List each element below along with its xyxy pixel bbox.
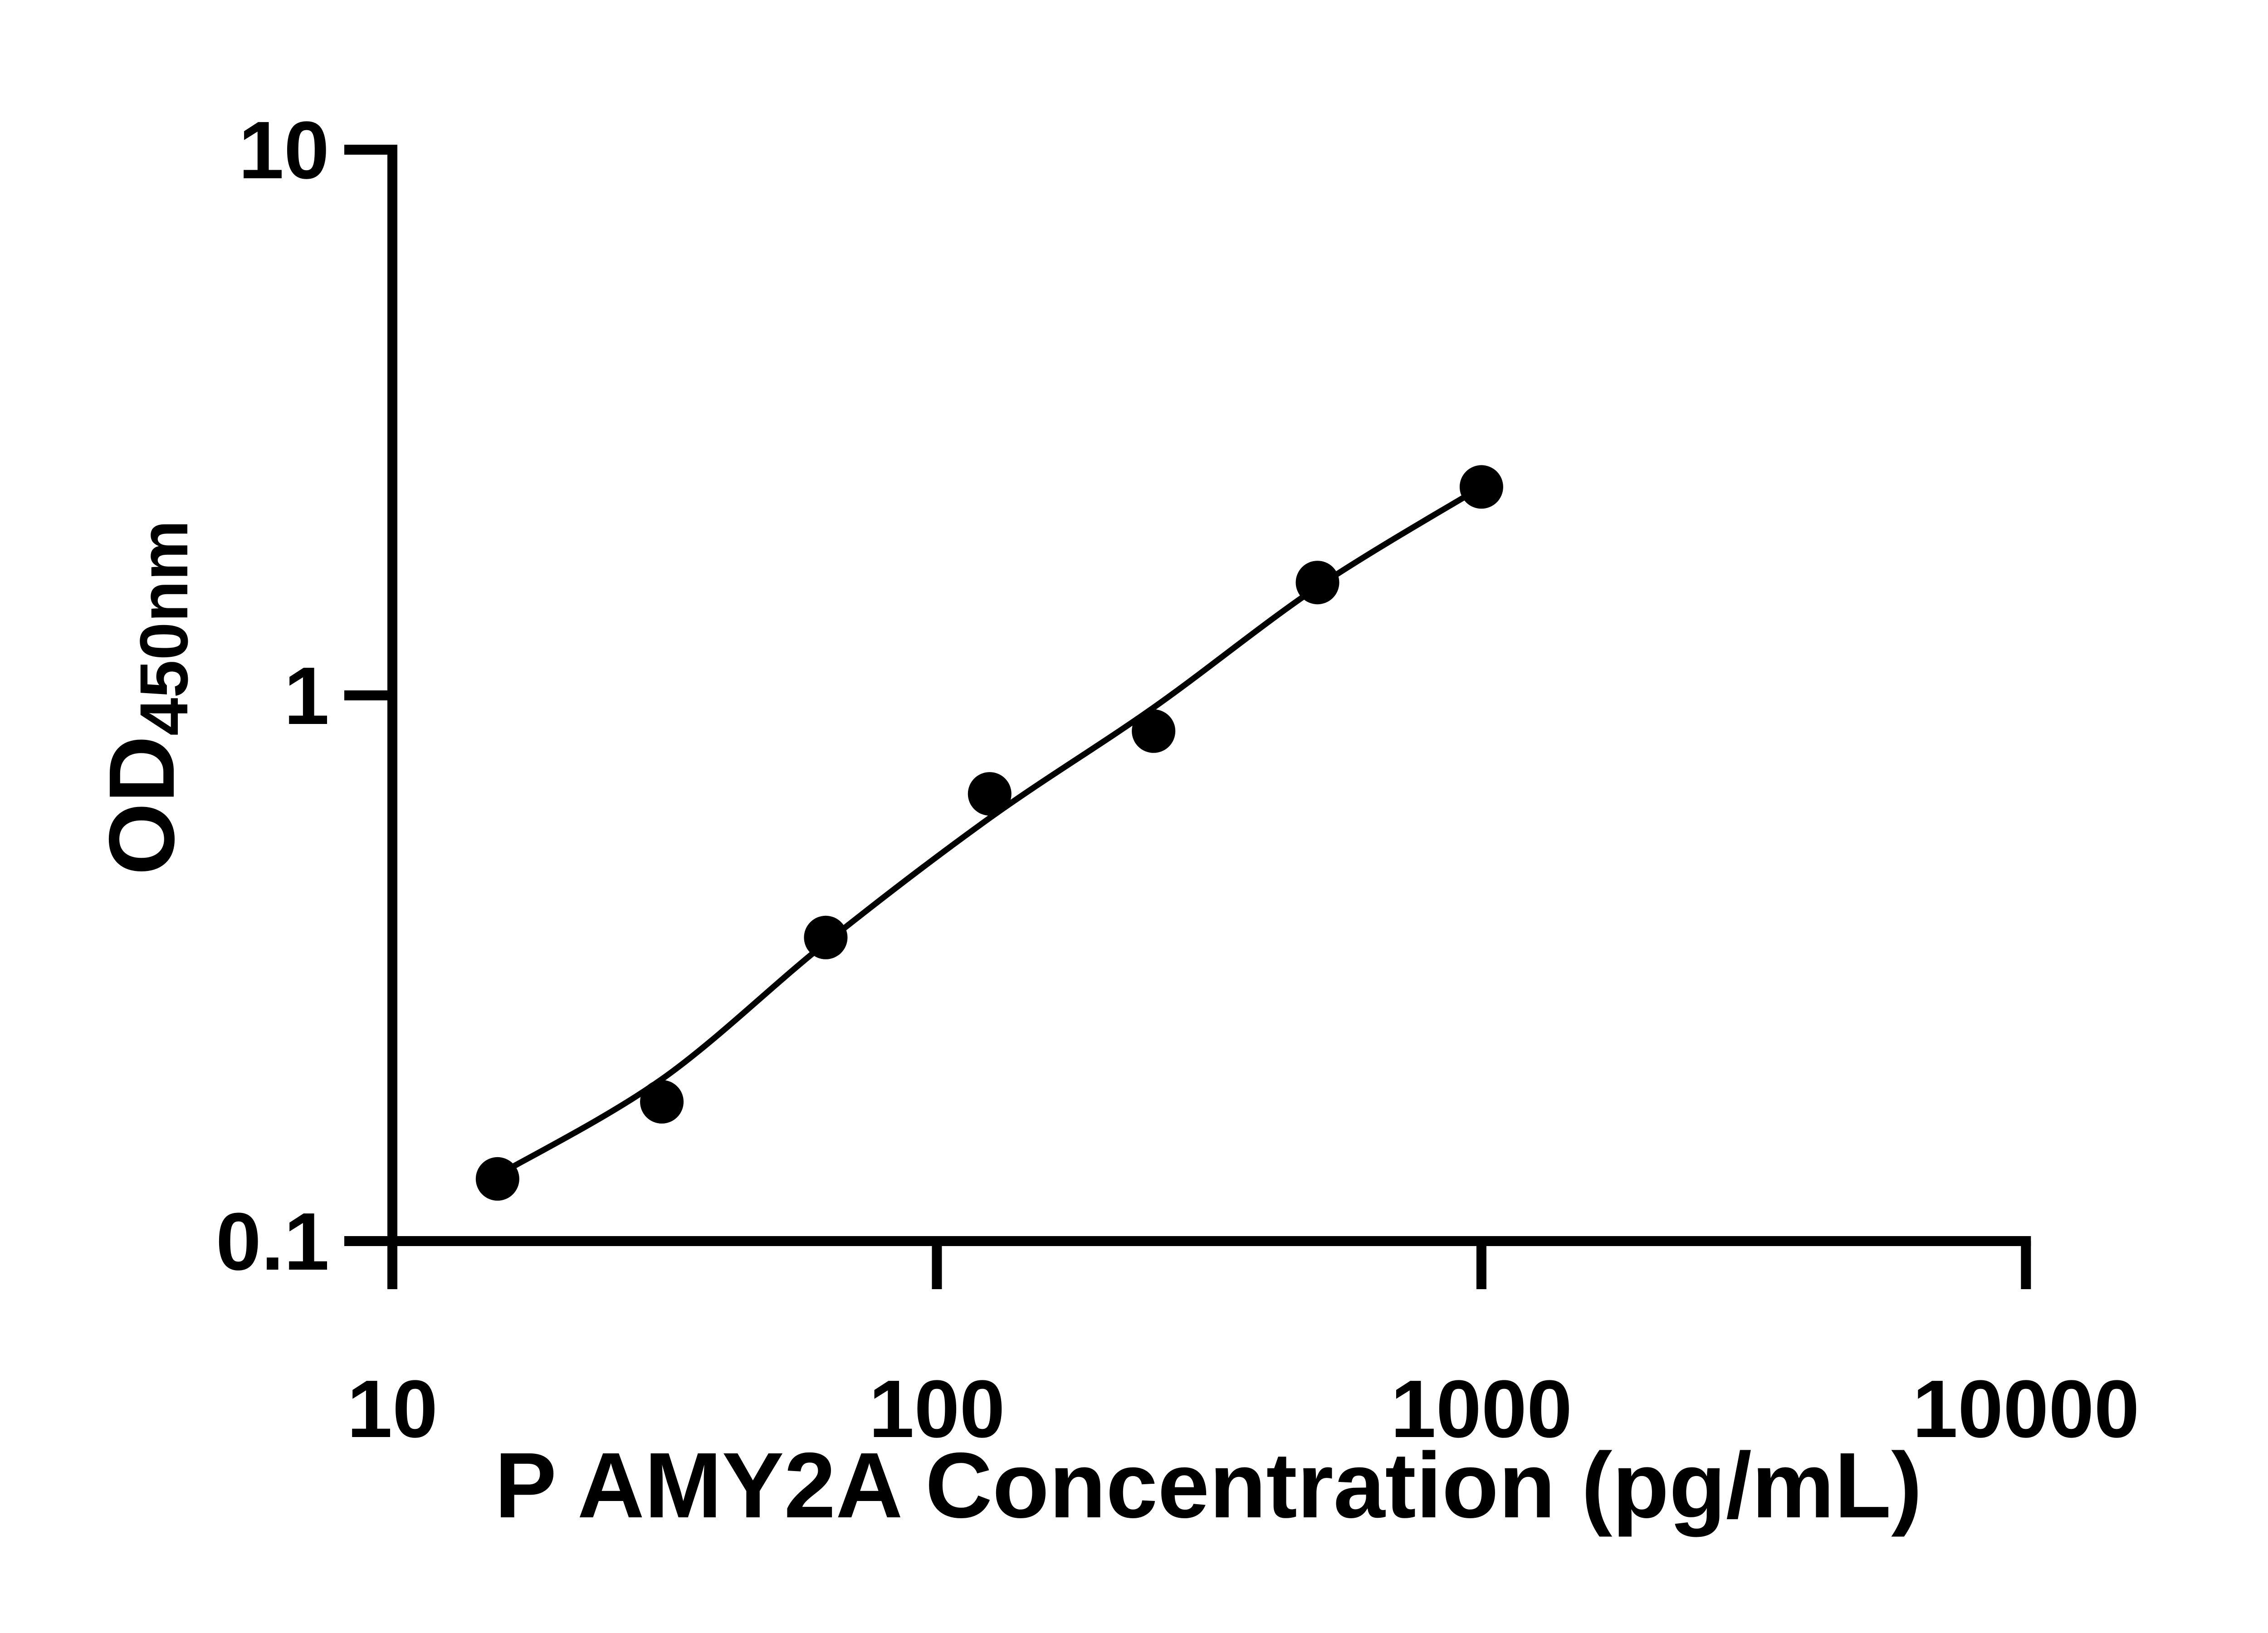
data-point-500: [1295, 561, 1339, 605]
data-point-1000: [1459, 465, 1503, 509]
y-axis-title-sub: 450nm: [126, 520, 202, 736]
y-tick-label-0.1: 0.1: [216, 1196, 329, 1287]
y-axis-title: OD450nm: [90, 520, 202, 875]
data-point-62.5: [804, 915, 848, 959]
x-tick-label-10: 10: [347, 1364, 438, 1455]
data-point-125: [968, 772, 1012, 816]
data-point-250: [1132, 709, 1176, 753]
x-axis-title: P AMY2A Concentration (pg/mL): [494, 1433, 1922, 1537]
y-axis-title-main: OD: [90, 736, 194, 875]
plot-content: [475, 465, 1503, 1201]
data-point-31.25: [640, 1080, 684, 1124]
y-tick-label-1: 1: [284, 650, 329, 742]
data-point-15.6: [475, 1157, 519, 1201]
x-tick-label-10000: 10000: [1912, 1364, 2140, 1455]
x-tick-label-100: 100: [869, 1364, 1005, 1455]
y-tick-label-10: 10: [239, 105, 329, 196]
x-tick-label-1000: 1000: [1391, 1364, 1572, 1455]
